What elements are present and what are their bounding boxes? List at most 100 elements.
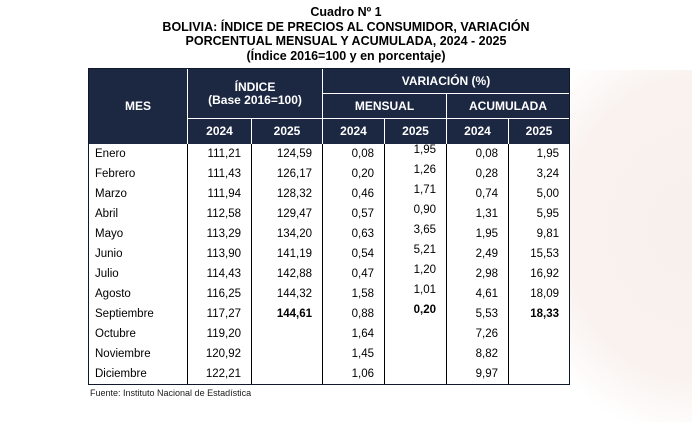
month-cell: Marzo (89, 184, 188, 204)
table-row-septiembre: Septiembre 117,27 144,61 0,88 0,20 5,53 … (89, 304, 570, 324)
cell-acumulada-2025: 3,24 (509, 164, 570, 184)
header-year-indice-2025: 2025 (252, 119, 323, 144)
cell-mensual-2024: 0,88 (323, 304, 385, 324)
cell-mensual-2024: 1,58 (323, 284, 385, 304)
cell-indice-2025: 128,32 (252, 184, 323, 204)
cell-acumulada-2025 (509, 364, 570, 384)
page-title-line1: BOLIVIA: ÍNDICE DE PRECIOS AL CONSUMIDOR… (162, 19, 530, 34)
month-cell: Febrero (89, 164, 188, 184)
cell-mensual-2025: 0,20 (385, 304, 447, 324)
header-year-mensual-2025: 2025 (385, 119, 447, 144)
cell-mensual-2025: 1,95 (385, 144, 447, 164)
cell-indice-2025: 144,61 (252, 304, 323, 324)
month-cell: Mayo (89, 224, 188, 244)
table-number: Cuadro Nº 1 (310, 5, 382, 19)
cell-mensual-2024: 0,47 (323, 264, 385, 284)
header-year-mensual-2024: 2024 (323, 119, 385, 144)
cell-acumulada-2024: 1,95 (447, 224, 509, 244)
cell-acumulada-2024: 7,26 (447, 324, 509, 344)
month-cell: Enero (89, 144, 188, 164)
header-variacion: VARIACIÓN (%) (323, 69, 570, 94)
month-cell: Octubre (89, 324, 188, 344)
cell-indice-2024: 111,21 (188, 144, 252, 164)
table-row: Marzo 111,94 128,32 0,46 1,71 0,74 5,00 (89, 184, 570, 204)
cell-acumulada-2025: 18,09 (509, 284, 570, 304)
cell-indice-2025: 129,47 (252, 204, 323, 224)
page-subtitle: (Índice 2016=100 y en porcentaje) (246, 48, 446, 63)
source-note: Fuente: Instituto Nacional de Estadístic… (90, 388, 252, 398)
cell-mensual-2024: 1,06 (323, 364, 385, 384)
header-mensual: MENSUAL (323, 94, 447, 119)
cell-indice-2024: 117,27 (188, 304, 252, 324)
cell-mensual-2024: 0,20 (323, 164, 385, 184)
cell-mensual-2024: 1,64 (323, 324, 385, 344)
cell-indice-2025: 141,19 (252, 244, 323, 264)
cell-mensual-2025: 1,26 (385, 164, 447, 184)
cell-mensual-2024: 0,46 (323, 184, 385, 204)
cell-indice-2025 (252, 344, 323, 364)
cell-acumulada-2025: 5,95 (509, 204, 570, 224)
cell-indice-2025: 134,20 (252, 224, 323, 244)
cell-indice-2024: 112,58 (188, 204, 252, 224)
table-row: Agosto 116,25 144,32 1,58 1,01 4,61 18,0… (89, 284, 570, 304)
cell-mensual-2024: 1,45 (323, 344, 385, 364)
table-body: Enero 111,21 124,59 0,08 1,95 0,08 1,95 … (89, 144, 570, 384)
cell-indice-2024: 114,43 (188, 264, 252, 284)
cell-indice-2024: 113,90 (188, 244, 252, 264)
month-cell: Junio (89, 244, 188, 264)
cell-mensual-2025: 5,21 (385, 244, 447, 264)
cell-mensual-2024: 0,63 (323, 224, 385, 244)
cell-acumulada-2024: 8,82 (447, 344, 509, 364)
cell-acumulada-2025: 9,81 (509, 224, 570, 244)
cell-mensual-2025: 3,65 (385, 224, 447, 244)
header-indice: ÍNDICE (Base 2016=100) (188, 69, 323, 119)
cell-acumulada-2024: 0,74 (447, 184, 509, 204)
month-cell: Noviembre (89, 344, 188, 364)
cell-mensual-2025 (385, 324, 447, 344)
month-cell: Septiembre (89, 304, 188, 324)
cell-acumulada-2025 (509, 344, 570, 364)
header-indice-line2: (Base 2016=100) (208, 92, 302, 107)
cell-mensual-2025: 1,20 (385, 264, 447, 284)
header-acumulada: ACUMULADA (447, 94, 570, 119)
cell-mensual-2025: 0,90 (385, 204, 447, 224)
cell-indice-2025: 124,59 (252, 144, 323, 164)
cell-mensual-2025 (385, 344, 447, 364)
cell-acumulada-2024: 9,97 (447, 364, 509, 384)
cpi-table: MES ÍNDICE (Base 2016=100) VARIACIÓN (%)… (88, 68, 571, 385)
table-row: Enero 111,21 124,59 0,08 1,95 0,08 1,95 (89, 144, 570, 164)
cell-indice-2024: 111,94 (188, 184, 252, 204)
header-year-acumulada-2025: 2025 (509, 119, 570, 144)
cell-acumulada-2025: 16,92 (509, 264, 570, 284)
cell-indice-2024: 120,92 (188, 344, 252, 364)
month-cell: Julio (89, 264, 188, 284)
cell-indice-2025 (252, 364, 323, 384)
cell-acumulada-2024: 2,49 (447, 244, 509, 264)
cell-acumulada-2025: 15,53 (509, 244, 570, 264)
cell-indice-2024: 119,20 (188, 324, 252, 344)
header-year-acumulada-2024: 2024 (447, 119, 509, 144)
cell-indice-2024: 116,25 (188, 284, 252, 304)
cell-indice-2025 (252, 324, 323, 344)
table-row: Febrero 111,43 126,17 0,20 1,26 0,28 3,2… (89, 164, 570, 184)
month-cell: Diciembre (89, 364, 188, 384)
header-indice-line1: ÍNDICE (234, 79, 276, 94)
table-row: Octubre 119,20 1,64 7,26 (89, 324, 570, 344)
table-header: MES ÍNDICE (Base 2016=100) VARIACIÓN (%)… (89, 69, 570, 144)
header-year-indice-2024: 2024 (188, 119, 252, 144)
month-cell: Abril (89, 204, 188, 224)
cell-mensual-2025 (385, 364, 447, 384)
page-title-line2: PORCENTUAL MENSUAL Y ACUMULADA, 2024 - 2… (185, 34, 507, 48)
table-row: Mayo 113,29 134,20 0,63 3,65 1,95 9,81 (89, 224, 570, 244)
cell-indice-2025: 144,32 (252, 284, 323, 304)
cell-indice-2025: 126,17 (252, 164, 323, 184)
header-mes: MES (89, 69, 188, 144)
cell-acumulada-2024: 5,53 (447, 304, 509, 324)
cell-indice-2024: 113,29 (188, 224, 252, 244)
cell-mensual-2024: 0,57 (323, 204, 385, 224)
cell-acumulada-2024: 4,61 (447, 284, 509, 304)
table-row: Julio 114,43 142,88 0,47 1,20 2,98 16,92 (89, 264, 570, 284)
cell-acumulada-2024: 2,98 (447, 264, 509, 284)
